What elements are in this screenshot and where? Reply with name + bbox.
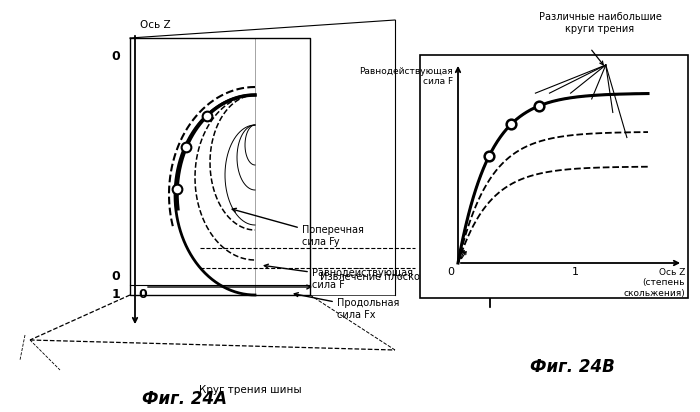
Text: Фиг. 24В: Фиг. 24В (530, 358, 615, 376)
Text: Фиг. 24А: Фиг. 24А (143, 390, 228, 408)
Text: Продольная
сила Fx: Продольная сила Fx (337, 298, 400, 320)
Text: 0: 0 (447, 267, 454, 277)
Text: Поперечная
сила Fy: Поперечная сила Fy (302, 225, 364, 247)
Text: Различные наибольшие
круги трения: Различные наибольшие круги трения (538, 12, 662, 34)
Text: 0: 0 (111, 49, 120, 63)
Text: 1: 1 (111, 288, 120, 302)
Text: 1: 1 (573, 267, 580, 277)
Text: 0: 0 (111, 271, 120, 283)
Bar (420, 55, 688, 298)
Text: Равнодействующая
сила F: Равнодействующая сила F (312, 268, 413, 290)
Text: Ось Z
(степень
скольжения): Ось Z (степень скольжения) (623, 268, 685, 298)
Text: 0: 0 (138, 288, 147, 302)
Text: Равнодействующая
сила F: Равнодействующая сила F (359, 67, 453, 87)
Text: Извлечение плоскости: Извлечение плоскости (320, 272, 438, 282)
Text: Круг трения шины: Круг трения шины (199, 385, 301, 395)
Text: Ось Z: Ось Z (140, 20, 171, 30)
